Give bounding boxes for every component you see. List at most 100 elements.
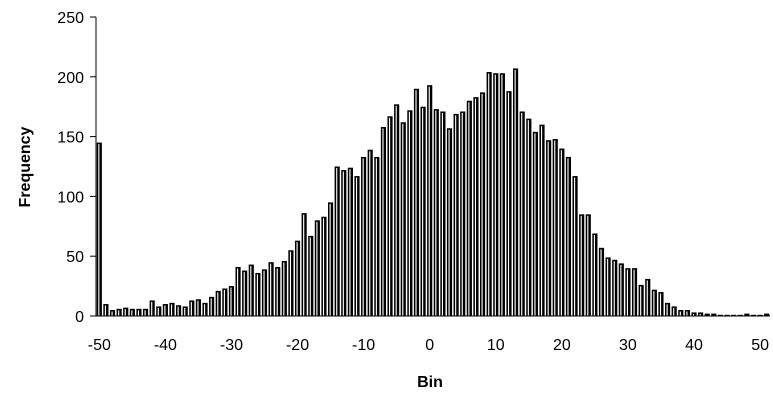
- plot-area: 0 50 100 150 200 250 -50 -40 -30 -20 -10 0 10 20 30 40 5…: [57, 10, 770, 354]
- bar-highlight: [679, 311, 681, 316]
- bar-highlight: [270, 263, 272, 316]
- bar: [731, 314, 737, 316]
- bar: [724, 314, 730, 316]
- x-axis-title: Bin: [417, 374, 443, 391]
- bar-highlight: [494, 74, 496, 317]
- bar: [704, 313, 710, 316]
- bar-highlight: [692, 313, 695, 316]
- bar-highlight: [111, 311, 113, 316]
- x-tick-label: 50: [751, 337, 769, 354]
- bar-highlight: [151, 301, 153, 316]
- bar-highlight: [547, 141, 549, 316]
- bar: [737, 314, 743, 316]
- bar: [744, 313, 750, 316]
- bar-highlight: [389, 117, 391, 317]
- bar-highlight: [223, 289, 225, 316]
- bar-highlight: [435, 110, 437, 316]
- bar-highlight: [217, 292, 219, 316]
- x-tick-label: 30: [619, 337, 637, 354]
- bar: [717, 314, 724, 316]
- bar-highlight: [342, 171, 344, 316]
- bar-highlight: [124, 309, 126, 316]
- bar-highlight: [521, 112, 523, 316]
- bar-highlight: [382, 128, 384, 316]
- bar-highlight: [580, 215, 582, 316]
- bar-highlight: [653, 291, 655, 316]
- bar-highlight: [98, 144, 100, 316]
- bar-highlight: [164, 305, 166, 316]
- x-tick-label: -40: [154, 337, 177, 354]
- bar-highlight: [395, 105, 397, 316]
- bar-highlight: [501, 74, 503, 317]
- bar-highlight: [474, 98, 477, 316]
- bar-highlight: [303, 214, 305, 316]
- bar-highlight: [455, 115, 457, 316]
- bar-highlight: [415, 90, 417, 316]
- bar-highlight: [488, 73, 490, 317]
- y-axis-title: Frequency: [17, 126, 34, 207]
- y-tick-label: 250: [57, 10, 84, 27]
- bar-highlight: [560, 150, 562, 316]
- bar-highlight: [118, 310, 120, 316]
- bar-highlight: [626, 269, 629, 316]
- bar-highlight: [355, 177, 358, 316]
- bar-highlight: [666, 304, 668, 316]
- bar-highlight: [309, 237, 311, 316]
- x-tick-label: 10: [487, 337, 505, 354]
- bar-highlight: [402, 123, 404, 316]
- bar-highlight: [422, 108, 424, 316]
- y-tick-label: 50: [66, 249, 84, 266]
- bar-highlight: [322, 218, 325, 316]
- x-tick-label: 40: [685, 337, 703, 354]
- bar-highlight: [131, 310, 133, 316]
- bar-highlight: [243, 272, 245, 316]
- bar: [764, 313, 770, 316]
- bar-highlight: [283, 262, 285, 316]
- bar-highlight: [620, 264, 622, 316]
- bar-highlight: [375, 158, 377, 316]
- bar: [750, 314, 757, 316]
- y-tick-label: 100: [57, 189, 84, 206]
- bar: [711, 313, 717, 316]
- x-tick-label: -20: [286, 337, 309, 354]
- bar-highlight: [104, 305, 107, 316]
- bar-highlight: [534, 133, 536, 316]
- bar-highlight: [587, 215, 589, 316]
- bar-highlight: [593, 234, 595, 316]
- y-tick-label: 0: [75, 309, 84, 326]
- bar-highlight: [554, 140, 556, 316]
- bar-highlight: [197, 300, 199, 316]
- bar-highlight: [408, 111, 410, 316]
- x-tick-label: 0: [425, 337, 434, 354]
- bar-highlight: [263, 270, 265, 316]
- bar-highlight: [607, 258, 609, 316]
- bar-highlight: [316, 221, 318, 316]
- bar-highlight: [237, 268, 239, 316]
- y-tick-label: 150: [57, 130, 84, 147]
- x-tick-label: -50: [88, 337, 111, 354]
- bar-highlight: [190, 301, 192, 316]
- bar-highlight: [600, 249, 602, 316]
- bar-highlight: [204, 304, 206, 316]
- x-tick-label: -10: [352, 337, 375, 354]
- bar-highlight: [362, 158, 364, 316]
- bar-highlight: [230, 287, 232, 316]
- bar-highlight: [289, 251, 292, 316]
- bar-highlight: [210, 298, 212, 316]
- bar-highlight: [514, 69, 516, 317]
- bar-highlight: [157, 307, 159, 316]
- bar-highlight: [699, 313, 701, 316]
- bar-highlight: [541, 126, 543, 316]
- bar-highlight: [441, 112, 444, 316]
- bar-highlight: [640, 286, 642, 316]
- bar-highlight: [646, 280, 648, 316]
- bar-highlight: [507, 92, 510, 317]
- bar-highlight: [170, 304, 173, 316]
- bar-highlight: [428, 86, 430, 316]
- bar-highlight: [633, 269, 635, 316]
- bar-highlight: [481, 93, 483, 316]
- bar-highlight: [144, 310, 146, 316]
- y-tick-label: 200: [57, 70, 84, 87]
- bar-highlight: [659, 293, 662, 316]
